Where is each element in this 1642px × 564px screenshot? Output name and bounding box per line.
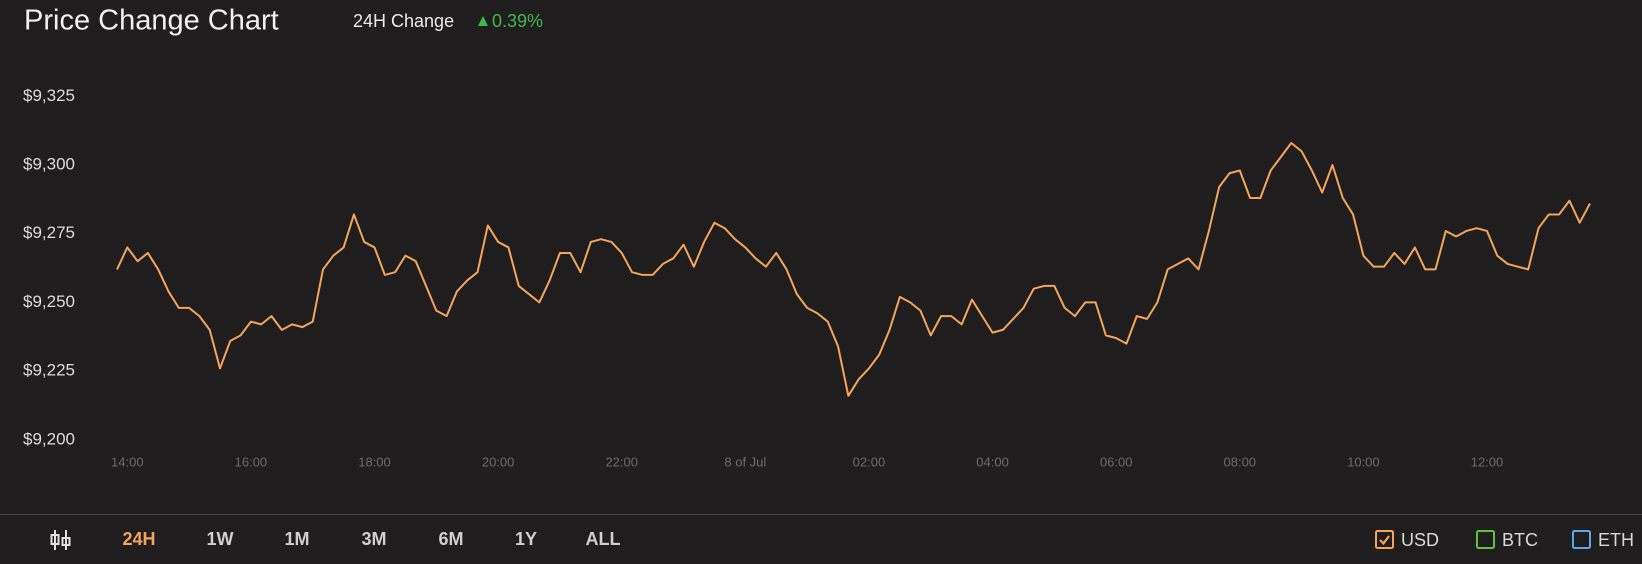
x-tick-label: 8 of Jul — [724, 454, 766, 469]
x-tick-label: 10:00 — [1347, 454, 1380, 469]
currency-checkbox[interactable] — [1476, 530, 1495, 549]
x-tick-label: 02:00 — [853, 454, 886, 469]
period-button[interactable]: 24H — [122, 529, 155, 549]
currency-checkbox[interactable] — [1375, 530, 1394, 549]
y-tick-label: $9,250 — [23, 292, 75, 311]
period-button[interactable]: 3M — [361, 529, 386, 549]
y-tick-label: $9,200 — [23, 429, 75, 448]
x-tick-label: 06:00 — [1100, 454, 1133, 469]
price-line — [116, 142, 1591, 397]
y-tick-label: $9,225 — [23, 361, 75, 380]
checkmark — [1379, 535, 1390, 546]
title: Price Change Chart — [24, 5, 279, 37]
period-button[interactable]: ALL — [586, 529, 621, 549]
currency-label[interactable]: USD — [1401, 530, 1439, 550]
chart-type-icon[interactable] — [50, 530, 71, 550]
up-arrow — [478, 16, 488, 26]
currency-label[interactable]: ETH — [1598, 530, 1634, 550]
x-tick-label: 22:00 — [605, 454, 638, 469]
currency-label[interactable]: BTC — [1502, 530, 1538, 550]
x-tick-label: 08:00 — [1224, 454, 1257, 469]
period-button[interactable]: 6M — [438, 529, 463, 549]
currency-checkbox[interactable] — [1572, 530, 1591, 549]
x-tick-label: 16:00 — [235, 454, 268, 469]
period-button[interactable]: 1W — [207, 529, 234, 549]
change-value: 0.39% — [492, 11, 543, 31]
x-tick-label: 14:00 — [111, 454, 144, 469]
period-button[interactable]: 1M — [284, 529, 309, 549]
x-tick-label: 20:00 — [482, 454, 515, 469]
y-tick-label: $9,325 — [23, 86, 75, 105]
x-tick-label: 12:00 — [1471, 454, 1504, 469]
period-button[interactable]: 1Y — [515, 529, 537, 549]
y-tick-label: $9,300 — [23, 154, 75, 173]
y-tick-label: $9,275 — [23, 223, 75, 242]
change-label: 24H Change — [353, 11, 454, 31]
x-tick-label: 18:00 — [358, 454, 391, 469]
x-tick-label: 04:00 — [976, 454, 1009, 469]
